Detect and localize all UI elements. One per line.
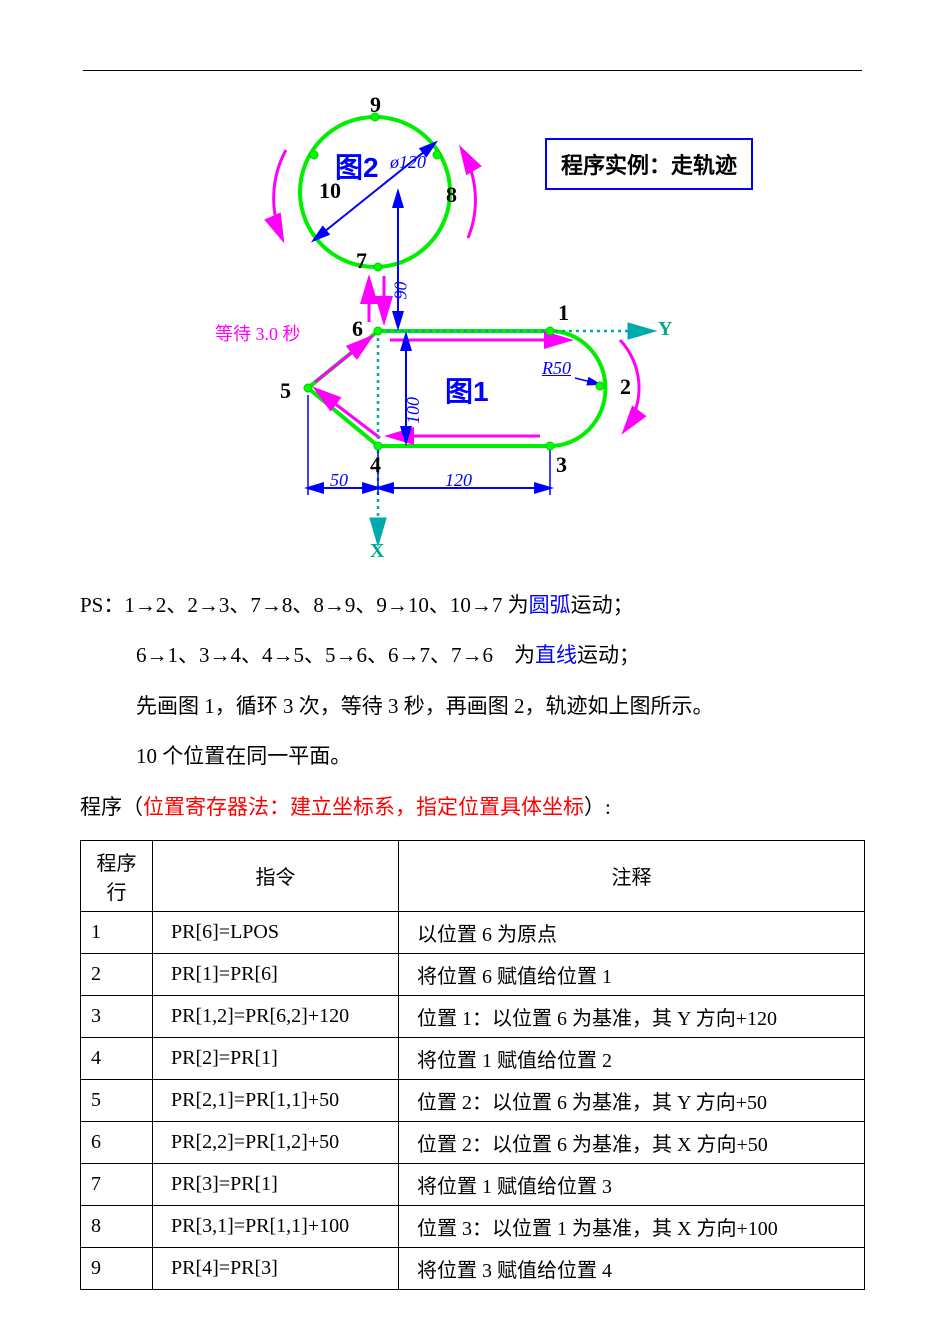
pt-10: 10: [319, 178, 341, 204]
cell-cmd: PR[4]=PR[3]: [153, 1247, 399, 1289]
table-row: 6PR[2,2]=PR[1,2]+50位置 2：以位置 6 为基准，其 X 方向…: [81, 1121, 865, 1163]
note1-b: 圆弧: [529, 593, 571, 617]
y-axis-label: Y: [658, 318, 672, 341]
top-rule: [83, 70, 862, 71]
note2-c: 运动；: [577, 643, 640, 667]
cell-line: 5: [81, 1079, 153, 1121]
cell-note: 将位置 3 赋值给位置 4: [399, 1247, 865, 1289]
prog-a: 程序（: [80, 795, 143, 819]
cell-note: 位置 1：以位置 6 为基准，其 Y 方向+120: [399, 995, 865, 1037]
cell-cmd: PR[3]=PR[1]: [153, 1163, 399, 1205]
arrow-4-5: [317, 390, 380, 438]
note2-b: 直线: [535, 643, 577, 667]
note1-c: 运动；: [571, 593, 634, 617]
wait-label: 等待 3.0 秒: [215, 320, 301, 346]
table-row: 9PR[4]=PR[3]将位置 3 赋值给位置 4: [81, 1247, 865, 1289]
table-row: 8PR[3,1]=PR[1,1]+100位置 3：以位置 1 为基准，其 X 方…: [81, 1205, 865, 1247]
cell-cmd: PR[3,1]=PR[1,1]+100: [153, 1205, 399, 1247]
pt-9: 9: [370, 92, 381, 118]
pt-5: 5: [280, 378, 291, 404]
cell-line: 7: [81, 1163, 153, 1205]
fig2-label: 图2: [335, 146, 379, 186]
pt-6: 6: [352, 316, 363, 342]
dim-90: 90: [391, 282, 412, 300]
cell-note: 将位置 1 赋值给位置 3: [399, 1163, 865, 1205]
cell-line: 2: [81, 953, 153, 995]
table-row: 5PR[2,1]=PR[1,1]+50位置 2：以位置 6 为基准，其 Y 方向…: [81, 1079, 865, 1121]
notes-block: PS：1→2、2→3、7→8、8→9、9→10、10→7 为圆弧运动； 6→1、…: [80, 580, 865, 832]
pt-8: 8: [446, 182, 457, 208]
pt-7: 7: [356, 248, 367, 274]
x-axis-label: X: [370, 540, 384, 563]
cell-note: 以位置 6 为原点: [399, 911, 865, 953]
dim-dia: ø120: [390, 152, 426, 173]
th-note: 注释: [399, 840, 865, 911]
note-line-1: PS：1→2、2→3、7→8、8→9、9→10、10→7 为圆弧运动；: [80, 580, 865, 630]
arrow-5-6: [315, 338, 370, 382]
cell-cmd: PR[1]=PR[6]: [153, 953, 399, 995]
cell-cmd: PR[2,1]=PR[1,1]+50: [153, 1079, 399, 1121]
cell-note: 将位置 6 赋值给位置 1: [399, 953, 865, 995]
pt-4: 4: [370, 452, 381, 478]
cell-note: 位置 2：以位置 6 为基准，其 Y 方向+50: [399, 1079, 865, 1121]
dim-50: 50: [330, 470, 348, 491]
table-header-row: 程序行 指令 注释: [81, 840, 865, 911]
dim-120: 120: [445, 470, 472, 491]
table-row: 2PR[1]=PR[6]将位置 6 赋值给位置 1: [81, 953, 865, 995]
cell-line: 1: [81, 911, 153, 953]
note2-a: 6→1、3→4、4→5、5→6、6→7、7→6 为: [136, 643, 535, 667]
cell-note: 位置 3：以位置 1 为基准，其 X 方向+100: [399, 1205, 865, 1247]
cell-cmd: PR[2,2]=PR[1,2]+50: [153, 1121, 399, 1163]
note-line-3: 先画图 1，循环 3 次，等待 3 秒，再画图 2，轨迹如上图所示。: [80, 681, 865, 731]
th-cmd: 指令: [153, 840, 399, 911]
trajectory-diagram: 程序实例：走轨迹 图1 图2 等待 3.0 秒 Y X 50 120 100 9…: [80, 90, 860, 560]
cell-line: 3: [81, 995, 153, 1037]
cell-cmd: PR[6]=LPOS: [153, 911, 399, 953]
dir-arc-left: [274, 150, 286, 238]
pt-1: 1: [558, 300, 569, 326]
table-row: 7PR[3]=PR[1]将位置 1 赋值给位置 3: [81, 1163, 865, 1205]
cell-line: 9: [81, 1247, 153, 1289]
fig1-label: 图1: [445, 370, 489, 410]
prog-b: 位置寄存器法：建立坐标系，指定位置具体坐标: [143, 795, 584, 819]
pt-2: 2: [620, 374, 631, 400]
dim-100: 100: [403, 397, 424, 424]
note1-a: 1→2、2→3、7→8、8→9、9→10、10→7 为: [124, 593, 528, 617]
table-row: 1PR[6]=LPOS以位置 6 为原点: [81, 911, 865, 953]
program-table: 程序行 指令 注释 1PR[6]=LPOS以位置 6 为原点2PR[1]=PR[…: [80, 840, 865, 1290]
cell-line: 4: [81, 1037, 153, 1079]
cell-cmd: PR[2]=PR[1]: [153, 1037, 399, 1079]
ps-prefix: PS：: [80, 593, 124, 617]
note-line-2: 6→1、3→4、4→5、5→6、6→7、7→6 为直线运动；: [80, 630, 865, 680]
dim-r50: R50: [542, 358, 571, 379]
th-line: 程序行: [81, 840, 153, 911]
cell-note: 位置 2：以位置 6 为基准，其 X 方向+50: [399, 1121, 865, 1163]
cell-note: 将位置 1 赋值给位置 2: [399, 1037, 865, 1079]
cell-line: 6: [81, 1121, 153, 1163]
table-row: 3PR[1,2]=PR[6,2]+120位置 1：以位置 6 为基准，其 Y 方…: [81, 995, 865, 1037]
cell-line: 8: [81, 1205, 153, 1247]
cell-cmd: PR[1,2]=PR[6,2]+120: [153, 995, 399, 1037]
table-row: 4PR[2]=PR[1]将位置 1 赋值给位置 2: [81, 1037, 865, 1079]
note-line-4: 10 个位置在同一平面。: [80, 731, 865, 781]
dir-arc-right: [462, 150, 475, 238]
r50-leader: [575, 378, 599, 384]
title-box: 程序实例：走轨迹: [545, 138, 753, 190]
prog-c: ）:: [584, 795, 611, 819]
pt-3: 3: [556, 452, 567, 478]
program-heading: 程序（位置寄存器法：建立坐标系，指定位置具体坐标）:: [80, 782, 865, 832]
